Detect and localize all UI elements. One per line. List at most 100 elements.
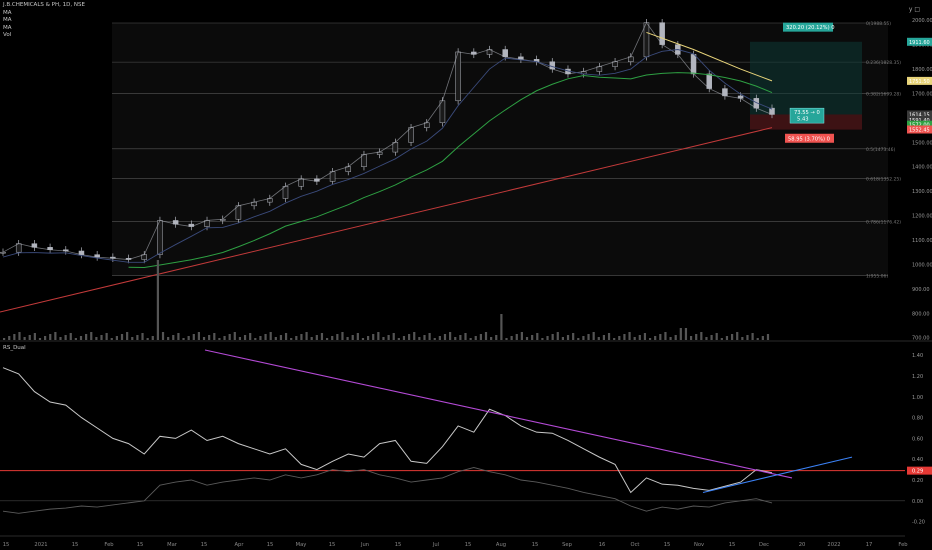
rs-level-label: 0.29 — [912, 469, 923, 475]
price-axis-tick: 1800.00 — [912, 67, 932, 73]
volume-bar — [500, 314, 503, 340]
volume-bar — [264, 334, 267, 340]
rs-axis-tick: 0.60 — [912, 436, 923, 442]
time-axis-tick: 2022 — [827, 542, 840, 548]
volume-bar — [279, 335, 283, 340]
volume-bar — [684, 328, 688, 340]
ma-red-line — [0, 127, 773, 313]
rs-axis-tick: 1.00 — [912, 395, 923, 401]
volume-bar — [751, 333, 754, 340]
time-axis-tick: 15 — [201, 542, 208, 548]
volume-bar — [208, 335, 211, 340]
volume-bar — [115, 336, 118, 340]
volume-bar — [33, 333, 36, 340]
volume-bar — [587, 334, 590, 340]
price-axis-label-bg — [907, 120, 932, 129]
volume-bar — [172, 335, 175, 340]
volume-bar — [597, 337, 600, 340]
volume-bar — [223, 336, 226, 340]
volume-bar — [531, 335, 534, 340]
price-axis-label: 1552.45 — [909, 128, 930, 134]
volume-bar — [315, 335, 318, 340]
price-axis-tick: 2000.00 — [912, 18, 932, 24]
volume-bar — [243, 335, 247, 340]
price-candle — [706, 73, 712, 89]
price-axis-label: 1751.50 — [909, 79, 930, 85]
time-axis-tick: Jul — [432, 542, 439, 548]
price-candle — [455, 51, 461, 102]
volume-bar — [233, 332, 236, 340]
volume-bar — [577, 338, 580, 340]
volume-bar — [126, 332, 129, 340]
price-candle — [659, 22, 665, 45]
price-axis-tick: 900.00 — [912, 287, 930, 293]
volume-bar — [110, 338, 113, 340]
volume-bar — [254, 338, 257, 340]
volume-bar — [756, 338, 759, 340]
vol-legend[interactable]: Vol — [3, 32, 12, 38]
fib-level-label: 0.618(1352.25) — [866, 176, 901, 182]
time-axis-tick: May — [296, 542, 307, 548]
volume-bar — [300, 334, 303, 340]
rs-axis-tick: 0.00 — [912, 499, 923, 505]
volume-bar — [736, 332, 739, 340]
volume-bar — [413, 332, 416, 340]
ma-legend-2[interactable]: MA — [3, 17, 12, 23]
volume-bar — [505, 338, 508, 340]
price-axis-tick: 1100.00 — [912, 238, 932, 244]
price-axis-tick: 800.00 — [912, 311, 930, 317]
volume-bar — [454, 337, 457, 340]
volume-bar — [746, 335, 749, 340]
entry-label-bottom: 5.43 — [797, 117, 809, 123]
currency-icon[interactable]: y □ — [908, 6, 920, 13]
time-axis-tick: Oct — [631, 542, 640, 548]
volume-bar — [310, 337, 313, 340]
fib-level-label: 0.236(1828.35) — [866, 60, 901, 66]
rs-axis-tick: 0.80 — [912, 416, 923, 422]
volume-bar — [218, 338, 221, 340]
ma-legend-3[interactable]: MA — [3, 24, 12, 31]
volume-bar — [120, 334, 124, 340]
rs-axis-tick: 1.20 — [912, 374, 923, 380]
rs-axis-tick: 0.20 — [912, 478, 923, 484]
time-axis-tick: Nov — [694, 542, 704, 548]
volume-bar — [341, 332, 344, 340]
ma-legend-1[interactable]: MA — [3, 9, 12, 16]
time-axis-tick: 15 — [267, 542, 274, 548]
volume-bar — [525, 337, 529, 340]
volume-bar — [633, 337, 636, 340]
target-zone — [750, 41, 862, 115]
volume-bar — [23, 337, 26, 340]
volume-bar — [397, 338, 400, 340]
volume-bar — [443, 334, 447, 340]
volume-bar — [228, 334, 231, 340]
volume-bar — [54, 332, 57, 340]
time-axis-tick: Mar — [167, 542, 178, 548]
volume-bar — [187, 336, 190, 340]
volume-bar — [49, 334, 52, 340]
volume-bar — [556, 332, 559, 340]
volume-bar — [325, 338, 329, 340]
fib-level-label: 0.5(1473.46) — [866, 147, 896, 153]
entry-label-top: 73.55 → 0 — [794, 110, 820, 116]
volume-bar — [269, 332, 272, 340]
fib-level-label: 0(1988.55) — [866, 21, 891, 27]
price-axis-label-bg — [907, 110, 932, 119]
target-label: 320.20 (20.12%) 0 — [786, 25, 835, 31]
volume-bar — [515, 334, 518, 340]
rs-axis-tick: 0.40 — [912, 457, 923, 463]
volume-bar — [541, 338, 544, 340]
volume-bar — [561, 337, 565, 340]
indicator-legend[interactable]: RS_Dual — [3, 345, 26, 351]
symbol-title[interactable]: J.B.CHEMICALS & PH, 1D, NSE — [3, 2, 85, 8]
volume-bar — [182, 338, 185, 340]
volume-bar — [766, 334, 770, 340]
volume-bar — [366, 336, 370, 340]
rs-axis-tick: 1.40 — [912, 353, 923, 359]
ma-yellow-line — [646, 31, 773, 82]
volume-bar — [566, 335, 570, 340]
volume-bar — [438, 336, 441, 340]
volume-bar — [259, 336, 262, 340]
price-axis-tick: 1200.00 — [912, 214, 932, 220]
